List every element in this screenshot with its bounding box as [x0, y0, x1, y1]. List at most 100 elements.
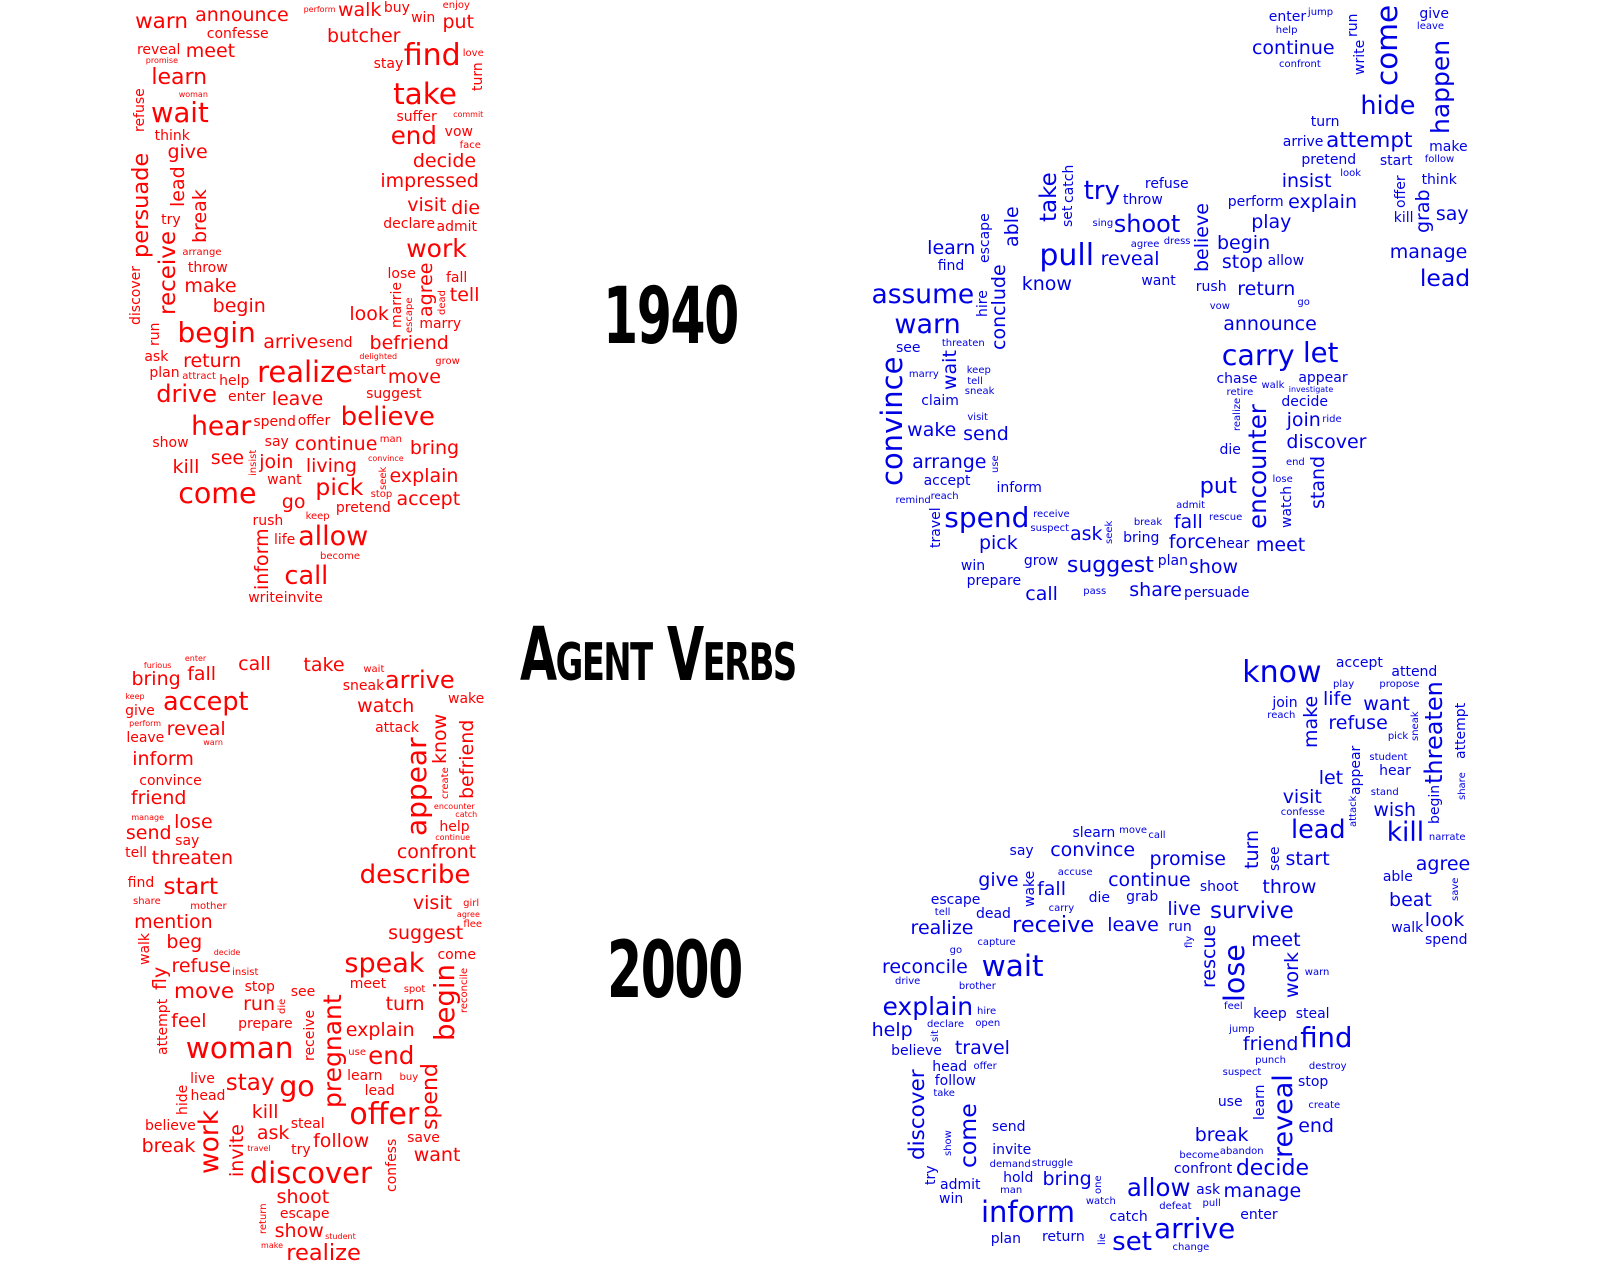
word-ask: ask — [1196, 1182, 1221, 1199]
word-explain: explain — [389, 464, 459, 487]
word-die: die — [451, 196, 481, 219]
word-kill: kill — [1386, 817, 1425, 849]
word-become: become — [319, 551, 360, 563]
word-suspect: suspect — [1030, 523, 1070, 535]
word-accept: accept — [396, 487, 461, 510]
word-travel: travel — [954, 1036, 1010, 1059]
word-impressed: impressed — [380, 170, 479, 193]
word-go: go — [281, 490, 306, 513]
word-claim: claim — [921, 393, 959, 410]
word-come: come — [953, 1103, 982, 1168]
word-declare: declare — [383, 216, 435, 233]
word-return: return — [183, 350, 242, 373]
word-shoot: shoot — [1199, 878, 1239, 895]
word-butcher: butcher — [326, 24, 401, 47]
word-retire: retire — [1226, 386, 1254, 398]
word-decide: decide — [1281, 393, 1328, 410]
word-pick: pick — [315, 473, 364, 502]
word-inform: inform — [980, 1194, 1075, 1229]
word-bring: bring — [131, 667, 181, 690]
word-give: give — [167, 141, 208, 164]
word-break: break — [141, 1135, 196, 1158]
word-make: make — [261, 1241, 284, 1251]
word-begin: begin — [1217, 231, 1271, 254]
word-learn: learn — [1252, 1084, 1269, 1121]
word-steal: steal — [1295, 1006, 1330, 1023]
word-shoot: shoot — [276, 1186, 330, 1209]
word-chase: chase — [1216, 371, 1258, 388]
word-struggle: struggle — [1031, 1157, 1074, 1169]
word-explain: explain — [345, 1019, 415, 1042]
word-turn: turn — [469, 62, 486, 92]
word-write: write — [248, 589, 284, 606]
word-send: send — [125, 822, 172, 845]
word-run: run — [243, 993, 276, 1016]
word-convince: convince — [874, 356, 909, 487]
word-reveal: reveal — [166, 717, 226, 740]
word-appear: appear — [1298, 369, 1348, 386]
word-agree: agree — [1415, 852, 1471, 875]
word-want: want — [267, 471, 302, 488]
word-rush: rush — [252, 513, 284, 530]
word-wait: wait — [150, 97, 209, 130]
word-make: make — [1299, 696, 1322, 749]
word-call: call — [1025, 582, 1058, 605]
year-1940-label: 1940 — [603, 272, 739, 362]
word-sneak: sneak — [342, 677, 385, 694]
word-narrate: narrate — [1428, 832, 1466, 844]
word-speak: speak — [344, 948, 425, 980]
word-wake: wake — [448, 691, 485, 708]
word-wait: wait — [981, 948, 1044, 983]
word-manage: manage — [131, 812, 165, 822]
word-perform: perform — [303, 4, 336, 14]
word-save: save — [1450, 877, 1462, 901]
word-share: share — [1129, 578, 1182, 601]
word-admit: admit — [940, 1176, 981, 1193]
word-help: help — [871, 1018, 913, 1041]
word-leave: leave — [1107, 913, 1159, 936]
word-suffer: suffer — [396, 109, 437, 126]
word-share: share — [133, 896, 161, 908]
word-ask: ask — [144, 349, 169, 366]
word-persuade: persuade — [1183, 585, 1250, 602]
word-dress: dress — [1163, 236, 1191, 248]
word-pull: pull — [1202, 1197, 1221, 1209]
word-wake: wake — [907, 419, 957, 442]
word-able: able — [1382, 869, 1413, 886]
word-delighted: delighted — [359, 352, 398, 362]
word-living: living — [305, 454, 357, 477]
word-confesse: confesse — [1280, 806, 1325, 818]
word-let: let — [1303, 336, 1339, 369]
word-warn: warn — [894, 308, 961, 340]
word-catch: catch — [1109, 1209, 1148, 1226]
word-come: come — [1370, 4, 1405, 86]
word-wish: wish — [1373, 798, 1417, 821]
word-stand: stand — [1370, 787, 1399, 799]
word-accept: accept — [163, 687, 249, 718]
word-think: think — [1421, 172, 1457, 189]
word-invite: invite — [283, 589, 323, 606]
word-look: look — [1340, 168, 1362, 180]
word-carry: carry — [1221, 339, 1295, 373]
word-break: break — [189, 189, 212, 244]
word-take: take — [933, 1088, 955, 1100]
word-explain: explain — [1288, 190, 1357, 213]
word-walk: walk — [337, 0, 382, 21]
word-enter: enter — [1268, 8, 1307, 25]
word-go: go — [1297, 297, 1310, 309]
word-use: use — [1217, 1094, 1243, 1111]
word-attract: attract — [182, 370, 216, 382]
word-catch: catch — [455, 810, 478, 820]
word-want: want — [1141, 272, 1176, 289]
word-keep: keep — [125, 691, 145, 701]
word-offer: offer — [349, 1097, 420, 1133]
word-bring: bring — [1042, 1167, 1092, 1190]
word-throw: throw — [187, 259, 228, 276]
year-2000-label: 2000 — [607, 926, 743, 1016]
word-give: give — [125, 702, 155, 719]
word-write: write — [1351, 40, 1368, 76]
word-dead: dead — [975, 906, 1011, 923]
male-1940-wordcloud: pull come convince carry spend let warn assume t… — [840, 0, 1470, 605]
word-enter: enter — [184, 654, 207, 664]
word-walk: walk — [1261, 380, 1285, 392]
